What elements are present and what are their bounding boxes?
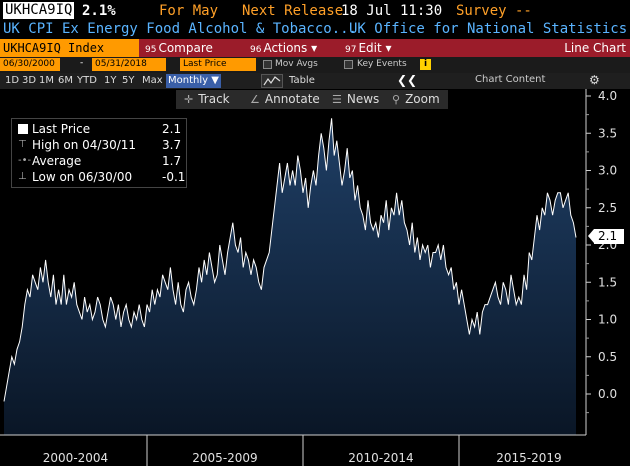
x-tick-label: 2010-2014 bbox=[348, 451, 413, 465]
x-tick-label: 2000-2004 bbox=[43, 451, 108, 465]
legend-last-price: Last Price 2.1 bbox=[12, 121, 188, 137]
legend-last-price-value: 2.1 bbox=[162, 122, 182, 136]
legend-low-label: Low on 06/30/00 bbox=[32, 170, 133, 184]
table-button[interactable]: Table bbox=[289, 75, 315, 86]
price-series-line bbox=[3, 118, 577, 402]
period-label: For May bbox=[159, 3, 219, 19]
legend-high: ⊤ High on 04/30/11 3.7 bbox=[12, 137, 188, 153]
actions-hotkey: 96 bbox=[250, 45, 262, 55]
compare-hotkey: 95 bbox=[145, 45, 157, 55]
settings-bar: 06/30/2000 - 05/31/2018 Last Price Mov A… bbox=[0, 57, 630, 73]
legend-last-price-label: Last Price bbox=[32, 122, 91, 136]
legend-high-value: 3.7 bbox=[162, 138, 182, 152]
x-axis-band bbox=[0, 435, 630, 466]
y-tick-label: 0.5 bbox=[598, 350, 617, 364]
date-separator: - bbox=[80, 58, 84, 68]
chart-type-label[interactable]: Line Chart bbox=[564, 41, 626, 55]
track-button[interactable]: ✛ Track bbox=[184, 91, 230, 108]
security-input[interactable]: UKHCA9IQ Index bbox=[0, 39, 139, 57]
period-1y[interactable]: 1Y bbox=[104, 75, 117, 86]
legend-average-label: Average bbox=[32, 154, 82, 168]
chart-toolbar: ✛ Track ∠ Annotate ☰ News ⚲ Zoom bbox=[176, 90, 448, 109]
compare-label: Compare bbox=[158, 41, 213, 55]
edit-label: Edit ▾ bbox=[358, 41, 392, 55]
period-bar: 1D 3D 1M 6M YTD 1Y 5Y Max Monthly ▼ Tabl… bbox=[0, 73, 630, 89]
end-date-input[interactable]: 05/31/2018 bbox=[92, 58, 166, 71]
low-marker-icon: ⊥ bbox=[18, 171, 27, 182]
next-release-label: Next Release bbox=[242, 3, 344, 19]
annotate-label: Annotate bbox=[264, 92, 320, 106]
high-marker-icon: ⊤ bbox=[18, 139, 27, 150]
collapse-icon[interactable]: ❮❮ bbox=[397, 73, 418, 87]
legend-low: ⊥ Low on 06/30/00 -0.1 bbox=[12, 169, 188, 185]
start-date-input[interactable]: 06/30/2000 bbox=[0, 58, 60, 71]
survey-label: Survey -- bbox=[456, 3, 532, 19]
edit-hotkey: 97 bbox=[345, 45, 357, 55]
period-ytd[interactable]: YTD bbox=[77, 75, 97, 86]
period-1m[interactable]: 1M bbox=[39, 75, 54, 86]
y-tick-label: 4.0 bbox=[598, 89, 617, 103]
annotate-button[interactable]: ∠ Annotate bbox=[250, 91, 320, 108]
x-tick-label: 2015-2019 bbox=[496, 451, 561, 465]
last-price-tag: 2.1 bbox=[588, 229, 624, 244]
x-tick-label: 2005-2009 bbox=[192, 451, 257, 465]
zoom-button[interactable]: ⚲ Zoom bbox=[392, 91, 440, 108]
y-tick-label: 0.0 bbox=[598, 387, 617, 401]
period-5y[interactable]: 5Y bbox=[122, 75, 135, 86]
price-area-fill bbox=[4, 118, 576, 436]
track-label: Track bbox=[198, 92, 230, 106]
period-6m[interactable]: 6M bbox=[58, 75, 73, 86]
key-events-label: Key Events bbox=[357, 59, 407, 69]
gear-icon[interactable]: ⚙ bbox=[589, 73, 600, 87]
current-value: 2.1% bbox=[82, 3, 116, 19]
average-marker-icon: -•- bbox=[18, 155, 32, 166]
function-toolbar: UKHCA9IQ Index 95 Compare 96 Actions ▾ 97 E… bbox=[0, 39, 630, 57]
period-1d[interactable]: 1D bbox=[5, 75, 20, 86]
zoom-label: Zoom bbox=[405, 92, 440, 106]
chart-content-label[interactable]: Chart Content bbox=[475, 74, 546, 85]
magnifier-icon: ⚲ bbox=[392, 93, 401, 106]
news-label: News bbox=[346, 92, 380, 106]
pen-icon: ∠ bbox=[250, 93, 260, 106]
compare-button[interactable]: 95 Compare bbox=[145, 39, 213, 57]
description-bar: UK CPI Ex Energy Food Alcohol & Tobacco.… bbox=[0, 21, 630, 39]
next-release-value: 18 Jul 11:30 bbox=[341, 3, 443, 19]
price-field-select[interactable]: Last Price bbox=[180, 58, 256, 71]
ticker-symbol[interactable]: UKHCA9IQ bbox=[3, 2, 75, 19]
period-max[interactable]: Max bbox=[142, 75, 163, 86]
actions-button[interactable]: 96 Actions ▾ bbox=[250, 39, 317, 57]
period-3d[interactable]: 3D bbox=[22, 75, 37, 86]
y-tick-label: 3.5 bbox=[598, 126, 617, 140]
legend-high-label: High on 04/30/11 bbox=[32, 138, 137, 152]
info-icon[interactable]: i bbox=[420, 59, 431, 70]
news-button[interactable]: ☰ News bbox=[332, 91, 379, 108]
data-source: UK Office for National Statistics bbox=[349, 21, 628, 37]
security-header: UKHCA9IQ 2.1% For May Next Release 18 Ju… bbox=[0, 0, 630, 22]
legend-swatch bbox=[18, 124, 28, 134]
news-icon: ☰ bbox=[332, 93, 342, 106]
frequency-select[interactable]: Monthly ▼ bbox=[166, 74, 221, 88]
actions-label: Actions ▾ bbox=[263, 41, 318, 55]
key-events-checkbox[interactable] bbox=[344, 60, 353, 69]
chart-view-icon[interactable] bbox=[261, 74, 283, 88]
mov-avgs-checkbox[interactable] bbox=[263, 60, 272, 69]
legend-low-value: -0.1 bbox=[162, 170, 186, 184]
edit-button[interactable]: 97 Edit ▾ bbox=[345, 39, 392, 57]
mov-avgs-label: Mov Avgs bbox=[275, 59, 318, 69]
y-tick-label: 1.5 bbox=[598, 275, 617, 289]
chart-legend: Last Price 2.1 ⊤ High on 04/30/11 3.7 -•… bbox=[11, 118, 187, 188]
security-description: UK CPI Ex Energy Food Alcohol & Tobacco.… bbox=[3, 21, 358, 37]
y-tick-label: 3.0 bbox=[598, 164, 617, 178]
legend-average: -•- Average 1.7 bbox=[12, 153, 188, 169]
y-tick-label: 1.0 bbox=[598, 313, 617, 327]
legend-average-value: 1.7 bbox=[162, 154, 182, 168]
y-tick-label: 2.5 bbox=[598, 201, 617, 215]
crosshair-icon: ✛ bbox=[184, 93, 194, 106]
